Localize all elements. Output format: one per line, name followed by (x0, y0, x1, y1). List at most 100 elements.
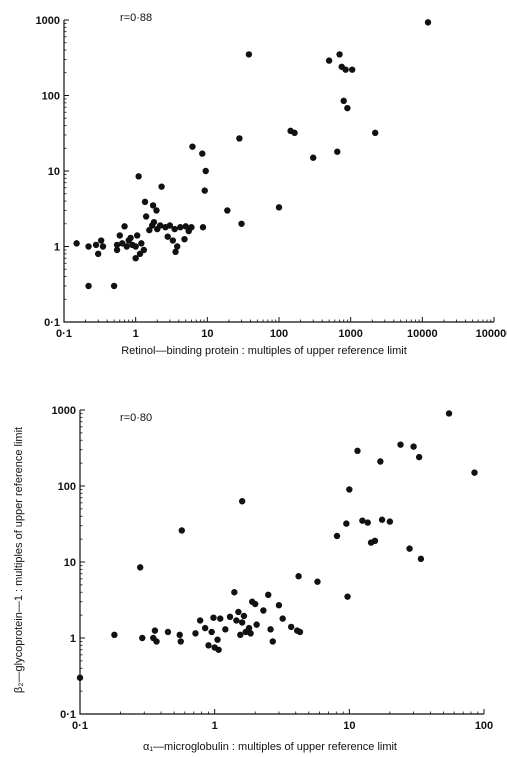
chart-top-point (110, 282, 118, 290)
chart-bottom-point (410, 443, 417, 450)
chart-top-point (171, 225, 178, 233)
chart-top-point (119, 240, 126, 247)
chart-top-point (166, 222, 174, 229)
chart-bottom-frame (79, 410, 484, 715)
chart-top-point (199, 224, 207, 231)
chart-top-x-tick-label: 1000 (338, 328, 362, 340)
chart-top-point (291, 129, 298, 137)
chart-bottom-point (359, 517, 366, 524)
chart-bottom-point (177, 638, 184, 645)
chart-top-point (424, 19, 432, 26)
chart-top-point (92, 241, 100, 249)
chart-bottom-y-tick-label: 0·1 (60, 709, 76, 721)
chart-top-point (73, 240, 80, 247)
chart-bottom-point (231, 589, 238, 596)
chart-bottom-axes (79, 410, 484, 715)
chart-bottom: 0·1 1 10 100 0·1 1 10 100 1000 r=0·80 α₁—microgl… (13, 405, 493, 753)
chart-top-point (238, 220, 245, 227)
chart-top-annotation: r=0·88 (120, 12, 152, 24)
chart-top-point (182, 223, 189, 230)
chart-top-point (336, 51, 343, 58)
chart-bottom-point (214, 636, 221, 643)
chart-top-point (149, 202, 157, 209)
chart-bottom-point (217, 615, 224, 622)
chart-bottom-point (397, 441, 404, 448)
chart-top-point (202, 167, 209, 175)
chart-top-point (344, 104, 351, 112)
chart-bottom-point (176, 631, 183, 639)
chart-top-point (245, 51, 253, 58)
chart-top-point (325, 57, 333, 64)
chart-top-point (132, 254, 139, 262)
chart-bottom-point (235, 608, 242, 616)
chart-bottom-annotation: r=0·80 (120, 412, 152, 424)
chart-bottom-x-tick-label: 1 (212, 720, 218, 732)
chart-bottom-point (344, 593, 351, 600)
chart-bottom-point (445, 410, 453, 417)
chart-top-point (275, 204, 283, 211)
chart-bottom-point (139, 634, 146, 642)
chart-top-point (116, 232, 123, 239)
chart-bottom-point (275, 602, 283, 609)
chart-top-point (172, 248, 179, 256)
chart-bottom-point (222, 626, 229, 633)
chart-bottom-point (253, 621, 260, 628)
chart-top-point (174, 243, 181, 250)
chart-bottom-x-tick-label: 0·1 (72, 720, 88, 732)
chart-top-x-tick-label: 100 (270, 328, 288, 340)
chart-top-point (340, 97, 347, 105)
chart-top-x-axis-label: Retinol—binding protein : multiples of u… (121, 345, 407, 357)
chart-bottom-point (279, 615, 286, 622)
chart-bottom-point (415, 453, 423, 461)
chart-bottom-point (386, 518, 394, 525)
chart-bottom-point (237, 631, 244, 639)
chart-top-x-tick-label: 10 (201, 328, 213, 340)
chart-top-point (113, 241, 121, 249)
chart-bottom-y-tick-label: 1 (70, 633, 76, 645)
chart-top-point (132, 243, 139, 250)
chart-top-point (236, 135, 243, 142)
chart-top-point (189, 143, 196, 150)
chart-bottom-point (233, 617, 240, 624)
chart-top-point (113, 246, 121, 254)
chart-bottom-point (205, 642, 212, 649)
chart-top-point (123, 243, 130, 250)
chart-top-point (188, 224, 195, 231)
chart-bottom-point (111, 631, 118, 639)
chart-bottom-point (164, 628, 172, 636)
chart-bottom-point (252, 600, 259, 608)
chart-top-y-tick-label: 1000 (36, 15, 60, 27)
chart-bottom-point (265, 591, 272, 599)
chart-top-x-tick-label: 1 (133, 328, 139, 340)
chart-top-point (99, 243, 107, 250)
chart-top-y-tick-label: 100 (42, 91, 60, 103)
chart-top-point (157, 222, 164, 229)
chart-bottom-point (314, 578, 321, 585)
chart-bottom-point (196, 617, 204, 624)
chart-bottom-point (295, 573, 302, 580)
chart-top-point (177, 224, 184, 231)
chart-bottom-point (471, 469, 478, 476)
chart-top-point (150, 218, 158, 226)
chart-top-point (224, 207, 231, 214)
chart-top-x-tick-label: 10000 (407, 328, 438, 340)
chart-top-point (153, 207, 160, 214)
chart-bottom-point (296, 628, 304, 636)
chart-top-point (135, 173, 142, 180)
chart-top-point (342, 66, 349, 73)
chart-top-frame (63, 20, 494, 323)
chart-top-y-tick-label: 1 (54, 242, 60, 254)
chart-top-point (94, 250, 102, 258)
chart-bottom-point (76, 674, 84, 681)
chart-bottom-x-tick-label: 10 (343, 720, 355, 732)
chart-bottom-point (377, 458, 384, 465)
chart-top-point (85, 243, 92, 250)
chart-bottom-point (137, 564, 144, 571)
chart-bottom-point (238, 498, 246, 505)
chart-top-point (199, 150, 206, 157)
chart-bottom-x-tick-label: 100 (475, 720, 493, 732)
chart-top-point (146, 226, 153, 234)
chart-bottom-point (245, 624, 253, 632)
chart-bottom-point (215, 646, 222, 653)
